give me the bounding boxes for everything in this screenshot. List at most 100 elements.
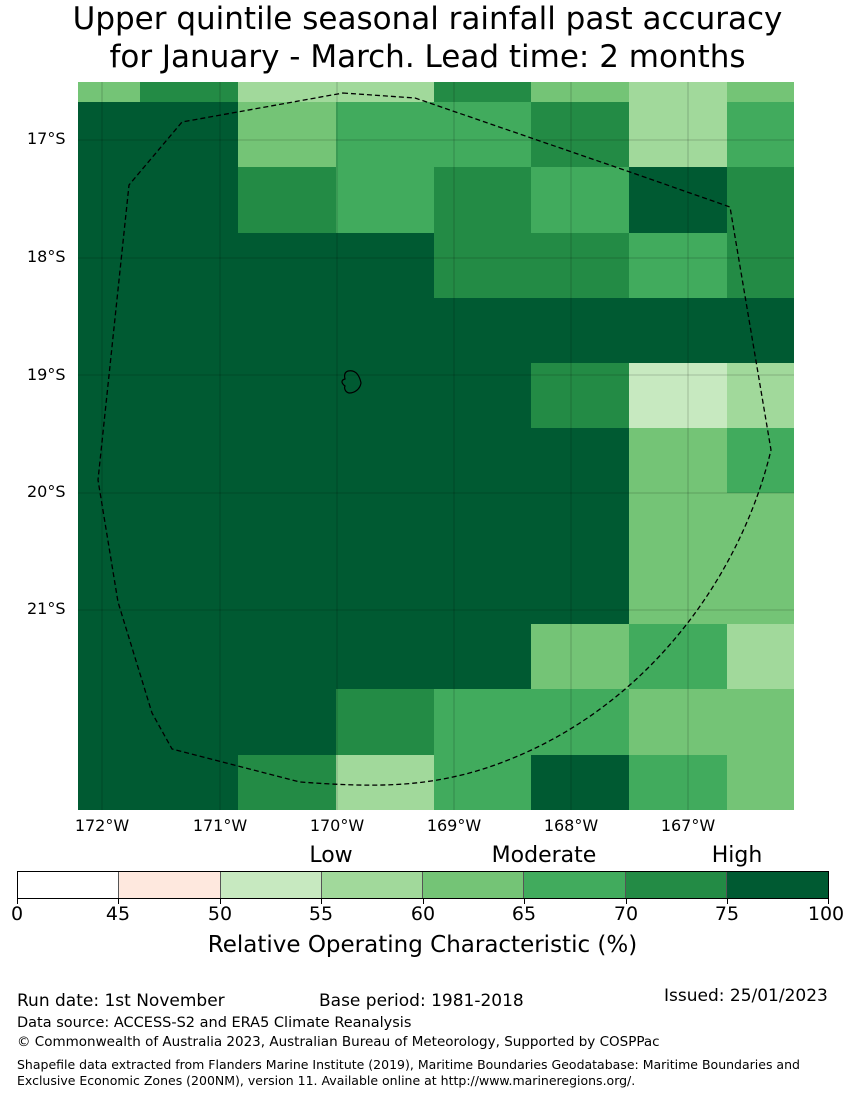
map-grid-cell bbox=[78, 82, 140, 102]
colorbar-segment-0-45 bbox=[18, 872, 120, 898]
map-grid-cell bbox=[140, 493, 238, 558]
legend-category-high: High bbox=[711, 843, 763, 868]
map-grid-cell bbox=[531, 558, 629, 624]
legend-category-moderate: Moderate bbox=[491, 843, 597, 868]
map-grid-cell bbox=[727, 102, 794, 167]
map-grid-cell bbox=[531, 298, 629, 363]
colorbar-tick bbox=[524, 898, 525, 904]
map-grid-cell bbox=[78, 689, 140, 755]
map-grid-cell bbox=[238, 689, 336, 755]
map-grid-cell bbox=[336, 558, 434, 624]
map-grid-cell bbox=[727, 233, 794, 298]
map-grid-cell bbox=[78, 233, 140, 298]
map-grid-cell bbox=[434, 624, 531, 689]
map-grid-cell bbox=[629, 363, 727, 428]
map-grid-cell bbox=[238, 82, 336, 102]
colorbar-tick bbox=[727, 898, 728, 904]
map-grid-cell bbox=[434, 363, 531, 428]
colorbar-segment-75-100 bbox=[726, 872, 828, 898]
map-grid-cell bbox=[629, 624, 727, 689]
map-grid-cell bbox=[434, 689, 531, 755]
map-grid-cell bbox=[78, 493, 140, 558]
issued-date: Issued: 25/01/2023 bbox=[664, 986, 828, 1006]
map-grid-cell bbox=[727, 82, 794, 102]
map-grid-cell bbox=[238, 755, 336, 810]
map-grid-cell bbox=[238, 298, 336, 363]
map-grid-cell bbox=[434, 167, 531, 233]
lon-label-167w: 167°W bbox=[660, 816, 716, 835]
map-grid-cell bbox=[336, 102, 434, 167]
colorbar-tick-label-75: 75 bbox=[714, 903, 740, 925]
map-grid-cell bbox=[629, 233, 727, 298]
colorbar-tick-label-0: 0 bbox=[10, 903, 24, 925]
lat-label-18s: 18°S bbox=[27, 247, 66, 266]
map-grid-cell bbox=[140, 624, 238, 689]
island-outline bbox=[341, 370, 362, 394]
map-grid-cell bbox=[531, 363, 629, 428]
map-grid-cell bbox=[531, 689, 629, 755]
lat-label-19s: 19°S bbox=[27, 365, 66, 384]
colorbar-tick bbox=[321, 898, 322, 904]
colorbar-tick bbox=[220, 898, 221, 904]
colorbar-tick bbox=[118, 898, 119, 904]
map-grid-cell bbox=[78, 428, 140, 493]
map-grid-cell bbox=[78, 102, 140, 167]
lon-label-169w: 169°W bbox=[426, 816, 482, 835]
map-grid-cell bbox=[727, 298, 794, 363]
map-grid-cell bbox=[238, 624, 336, 689]
map-grid-cell bbox=[629, 428, 727, 493]
map-grid-cell bbox=[629, 82, 727, 102]
map-grid-cell bbox=[140, 233, 238, 298]
map-grid-cell bbox=[238, 363, 336, 428]
rainfall-accuracy-map bbox=[78, 82, 794, 810]
map-grid-cell bbox=[336, 493, 434, 558]
lat-label-21s: 21°S bbox=[27, 599, 66, 618]
colorbar-tick-label-70: 70 bbox=[613, 903, 639, 925]
map-grid-cell bbox=[238, 428, 336, 493]
map-grid-cell bbox=[140, 755, 238, 810]
map-grid-cell bbox=[727, 558, 794, 624]
map-grid-cell bbox=[727, 428, 794, 493]
map-grid-cell bbox=[434, 82, 531, 102]
map-grid-cell bbox=[727, 493, 794, 558]
map-grid-cell bbox=[531, 82, 629, 102]
shapefile-credit: Shapefile data extracted from Flanders M… bbox=[17, 1057, 800, 1088]
colorbar-tick bbox=[828, 898, 829, 904]
map-grid-cell bbox=[238, 102, 336, 167]
map-grid-cell bbox=[336, 428, 434, 493]
colorbar-tick-label-50: 50 bbox=[207, 903, 233, 925]
colorbar-tick bbox=[17, 898, 18, 904]
map-grid-cell bbox=[531, 167, 629, 233]
map-grid-cell bbox=[531, 428, 629, 493]
title-line-2: for January - March. Lead time: 2 months bbox=[109, 39, 746, 75]
map-grid-cell bbox=[727, 755, 794, 810]
colorbar-tick-label-100: 100 bbox=[807, 903, 845, 925]
map-grid-cell bbox=[78, 755, 140, 810]
map-grid-cell bbox=[140, 102, 238, 167]
map-grid-cell bbox=[434, 298, 531, 363]
legend-category-low: Low bbox=[309, 843, 353, 868]
colorbar-tick-label-65: 65 bbox=[511, 903, 537, 925]
title-line-1: Upper quintile seasonal rainfall past ac… bbox=[72, 1, 783, 37]
map-grid-cell bbox=[434, 428, 531, 493]
map-grid-cell bbox=[140, 82, 238, 102]
map-grid-cell bbox=[336, 233, 434, 298]
map-grid-cell bbox=[434, 102, 531, 167]
map-grid-cell bbox=[238, 493, 336, 558]
colorbar-segment-45-50 bbox=[119, 872, 221, 898]
map-grid-cell bbox=[531, 493, 629, 558]
map-grid-cell bbox=[727, 624, 794, 689]
colorbar-tick-label-45: 45 bbox=[105, 903, 131, 925]
map-grid-cell bbox=[140, 689, 238, 755]
map-grid-cell bbox=[434, 755, 531, 810]
colorbar-tick bbox=[626, 898, 627, 904]
copyright-notice: © Commonwealth of Australia 2023, Austra… bbox=[17, 1034, 660, 1050]
map-grid-cell bbox=[238, 233, 336, 298]
map-grid-cell bbox=[140, 558, 238, 624]
map-grid-cell bbox=[78, 558, 140, 624]
map-grid-cell bbox=[140, 167, 238, 233]
colorbar-tick-label-60: 60 bbox=[410, 903, 436, 925]
map-grid-cell bbox=[531, 755, 629, 810]
map-grid-cell bbox=[336, 624, 434, 689]
map-grid-cell bbox=[336, 689, 434, 755]
